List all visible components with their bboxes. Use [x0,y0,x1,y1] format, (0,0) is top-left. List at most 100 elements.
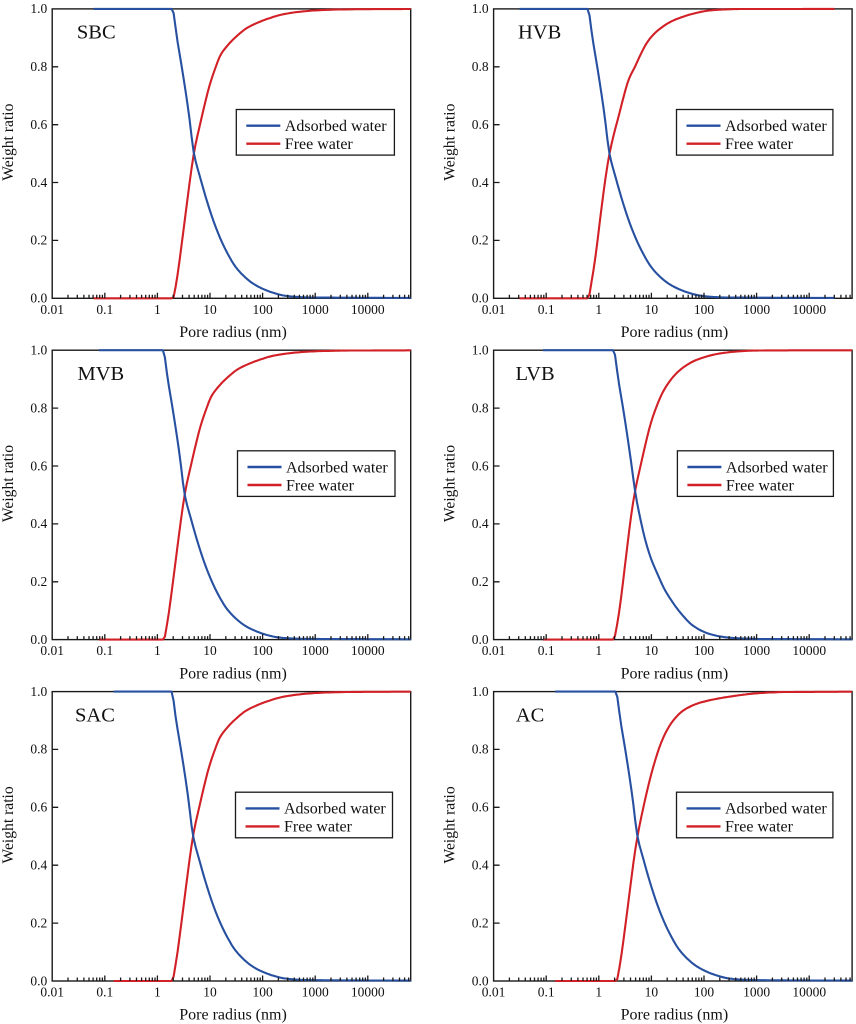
svg-text:Pore radius (nm): Pore radius (nm) [179,665,287,682]
svg-text:SAC: SAC [75,704,115,726]
svg-text:1: 1 [595,643,602,658]
svg-text:Pore radius (nm): Pore radius (nm) [621,665,729,682]
svg-text:Weight ratio: Weight ratio [0,103,17,180]
svg-text:1: 1 [154,643,161,658]
svg-text:1000: 1000 [743,302,770,317]
svg-text:1.0: 1.0 [30,684,47,699]
svg-text:Pore radius (nm): Pore radius (nm) [621,324,729,341]
svg-text:0.01: 0.01 [482,985,506,1000]
svg-text:0.8: 0.8 [472,400,489,415]
svg-text:Free water: Free water [725,819,794,836]
svg-text:0.8: 0.8 [30,59,47,74]
svg-text:0.0: 0.0 [472,291,489,306]
svg-text:0.4: 0.4 [472,858,489,873]
svg-text:1.0: 1.0 [472,684,489,699]
svg-text:10: 10 [645,985,659,1000]
svg-text:Adsorbed water: Adsorbed water [726,459,828,476]
svg-text:1000: 1000 [743,985,770,1000]
svg-text:100: 100 [252,302,273,317]
svg-text:0.4: 0.4 [30,175,47,190]
svg-text:Weight ratio: Weight ratio [441,786,458,863]
svg-text:1: 1 [154,985,161,1000]
svg-text:100: 100 [694,302,715,317]
svg-text:Free water: Free water [726,477,795,494]
svg-text:10000: 10000 [792,985,826,1000]
svg-text:0.6: 0.6 [30,117,47,132]
svg-text:0.01: 0.01 [40,302,64,317]
svg-text:0.2: 0.2 [30,574,47,589]
svg-text:0.1: 0.1 [96,302,113,317]
svg-text:10000: 10000 [351,302,385,317]
svg-text:0.0: 0.0 [30,291,47,306]
svg-text:0.0: 0.0 [30,973,47,988]
svg-text:AC: AC [516,704,544,726]
svg-text:Free water: Free water [286,477,355,494]
svg-text:0.1: 0.1 [96,985,113,1000]
svg-text:10000: 10000 [351,643,385,658]
svg-text:0.8: 0.8 [30,742,47,757]
svg-text:Pore radius (nm): Pore radius (nm) [179,1007,287,1024]
svg-text:10: 10 [203,643,217,658]
svg-text:10000: 10000 [792,302,826,317]
svg-text:0.6: 0.6 [472,458,489,473]
svg-text:0.6: 0.6 [30,800,47,815]
svg-text:Pore radius (nm): Pore radius (nm) [621,1007,729,1024]
svg-text:1.0: 1.0 [30,1,47,16]
svg-text:1.0: 1.0 [30,343,47,358]
svg-text:Adsorbed water: Adsorbed water [284,801,386,818]
svg-text:1000: 1000 [302,302,329,317]
svg-text:0.4: 0.4 [30,516,47,531]
svg-text:0.2: 0.2 [30,915,47,930]
svg-text:0.2: 0.2 [472,915,489,930]
svg-text:Adsorbed water: Adsorbed water [725,118,827,135]
svg-text:Free water: Free water [285,136,354,153]
svg-text:1000: 1000 [743,643,770,658]
svg-text:Weight ratio: Weight ratio [441,445,458,522]
svg-text:100: 100 [694,985,715,1000]
svg-text:Weight ratio: Weight ratio [441,103,458,180]
svg-text:0.1: 0.1 [538,643,555,658]
svg-text:0.1: 0.1 [538,985,555,1000]
svg-text:Adsorbed water: Adsorbed water [725,801,827,818]
svg-text:0.6: 0.6 [30,458,47,473]
svg-text:100: 100 [252,985,273,1000]
svg-text:1.0: 1.0 [472,343,489,358]
svg-text:0.8: 0.8 [30,400,47,415]
svg-text:1000: 1000 [302,643,329,658]
svg-text:0.0: 0.0 [30,632,47,647]
svg-text:0.01: 0.01 [40,985,64,1000]
svg-text:Free water: Free water [725,136,794,153]
svg-text:Pore radius (nm): Pore radius (nm) [179,324,287,341]
svg-text:10000: 10000 [792,643,826,658]
svg-text:1: 1 [595,985,602,1000]
svg-text:Adsorbed water: Adsorbed water [286,459,388,476]
svg-text:10000: 10000 [351,985,385,1000]
svg-text:0.8: 0.8 [472,59,489,74]
svg-text:1: 1 [595,302,602,317]
svg-text:0.1: 0.1 [538,302,555,317]
svg-text:SBC: SBC [77,22,116,44]
svg-text:HVB: HVB [518,22,561,44]
svg-text:0.2: 0.2 [472,233,489,248]
svg-text:MVB: MVB [78,363,125,385]
svg-text:0.4: 0.4 [30,858,47,873]
svg-text:0.6: 0.6 [472,117,489,132]
svg-text:0.8: 0.8 [472,742,489,757]
svg-text:Weight ratio: Weight ratio [0,445,17,522]
svg-text:LVB: LVB [516,363,555,385]
svg-text:10: 10 [645,302,659,317]
svg-text:0.0: 0.0 [472,632,489,647]
svg-text:1: 1 [154,302,161,317]
svg-text:0.6: 0.6 [472,800,489,815]
svg-text:1000: 1000 [302,985,329,1000]
svg-text:10: 10 [203,985,217,1000]
svg-text:0.0: 0.0 [472,973,489,988]
svg-text:0.2: 0.2 [30,233,47,248]
svg-text:10: 10 [645,643,659,658]
svg-text:0.4: 0.4 [472,175,489,190]
svg-text:1.0: 1.0 [472,1,489,16]
svg-text:Adsorbed water: Adsorbed water [285,118,387,135]
svg-text:0.01: 0.01 [482,643,506,658]
svg-text:Free water: Free water [284,819,353,836]
svg-text:0.01: 0.01 [40,643,64,658]
